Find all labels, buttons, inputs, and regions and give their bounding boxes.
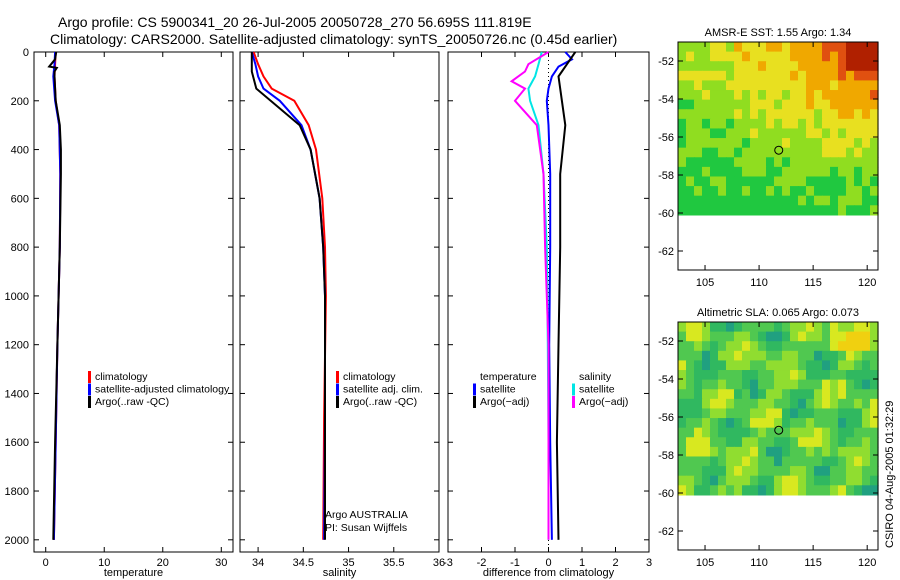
temperature-series-argo-raw-qc- [47,51,62,540]
diff-sal-legend-swatch [572,396,575,408]
sst_map-ytick-label: -58 [658,170,674,182]
temperature-xtick-label: 20 [157,557,169,569]
sla_map-ytick-label: -56 [658,412,674,424]
diff-temp-legend-label: temperature [480,371,537,383]
difference-xtick-label: -2 [477,557,487,569]
depth-tick-label: 600 [11,193,29,205]
depth-tick-label: 1800 [5,486,29,498]
sst_map-ytick-label: -52 [658,56,674,68]
difference-xtick-label: -1 [510,557,520,569]
depth-tick-label: 800 [11,242,29,254]
temperature-legend-label: climatology [95,371,148,383]
sla_map-ytick-label: -54 [658,374,674,386]
difference-series-salinity-argo-adj- [509,51,550,540]
temperature-legend-label: Argo(..raw -QC) [95,396,169,408]
sla_map-argo-marker [774,425,784,435]
depth-tick-label: 1600 [5,437,29,449]
difference-xtick-label: 2 [612,557,618,569]
diff-sal-legend-swatch [572,383,575,396]
difference-xtick-label: 0 [545,557,551,569]
depth-tick-label: 200 [11,96,29,108]
temperature-legend-swatch [88,383,91,396]
temperature-xtick-label: 0 [43,557,49,569]
title-line-2: Climatology: CARS2000. Satellite-adjuste… [50,31,618,47]
salinity-plot-frame [239,51,440,553]
depth-tick-label: 1200 [5,340,29,352]
salinity-series-climatology [252,51,327,540]
sla_map-ytick-label: -62 [658,526,674,538]
sst_map-ytick-label: -56 [658,132,674,144]
salinity-legend-label: Argo(..raw -QC) [343,396,417,408]
sst_map-title: AMSR-E SST: 1.55 Argo: 1.34 [705,27,852,39]
temperature-legend-swatch [88,396,91,408]
sst_map-frame [677,41,879,271]
float-agency-label: Argo AUSTRALIA [325,509,408,521]
title-line-1: Argo profile: CS 5900341_20 26-Jul-2005 … [58,14,532,30]
sla_map-xtick-label: 115 [804,557,822,569]
sla_map-xtick-label: 110 [750,557,768,569]
depth-tick-label: 0 [23,47,29,59]
sst_map-xtick-label: 120 [858,277,876,289]
sla_map-xtick-label: 120 [858,557,876,569]
difference-series-temperature-argo-adj- [555,51,577,540]
diff-temp-legend-label: satellite [480,384,516,396]
temperature-xtick-label: 30 [215,557,227,569]
diff-sal-legend-label: salinity [579,371,612,383]
depth-tick-label: 400 [11,145,29,157]
difference-xtick-label: -3 [443,557,453,569]
sst_map-xtick-label: 105 [696,277,714,289]
salinity-xtick-label: 35.5 [383,557,404,569]
sst_map-xtick-label: 110 [750,277,768,289]
salinity-legend-swatch [336,396,339,408]
difference-axis-label: difference from climatology [483,567,615,579]
sst_map-ytick-label: -60 [658,208,674,220]
salinity-legend-label: climatology [343,371,396,383]
difference-xtick-label: 3 [646,557,652,569]
sst_map-xtick-label: 115 [804,277,822,289]
salinity-legend-swatch [336,383,339,396]
salinity-series-argo-raw-qc- [250,52,326,540]
diff-sal-legend-label: satellite [579,384,615,396]
salinity-xtick-label: 34 [252,557,264,569]
salinity-series-satellite-adj-clim- [250,51,326,540]
diff-sal-legend-label: Argo(−adj) [579,396,628,408]
sla_map-title: Altimetric SLA: 0.065 Argo: 0.073 [697,307,859,319]
salinity-legend-label: satellite adj. clim. [343,384,423,396]
depth-tick-label: 2000 [5,535,29,547]
sst_map-heatmap-cells [678,42,879,216]
sla_map-frame [677,321,879,551]
temperature-legend-swatch [88,371,91,383]
sla_map-xtick-label: 105 [696,557,714,569]
diff-temp-legend-swatch [473,383,476,396]
sst_map-ytick-label: -62 [658,246,674,258]
diff-temp-legend-swatch [473,396,476,408]
salinity-axis-label: salinity [323,567,357,579]
salinity-xtick-label: 34.5 [293,557,314,569]
sla_map-ytick-label: -58 [658,450,674,462]
sst_map-ytick-label: -54 [658,94,674,106]
depth-tick-label: 1400 [5,388,29,400]
salinity-legend-swatch [336,371,339,383]
float-pi-label: PI: Susan Wijffels [325,522,407,534]
temperature-legend-label: satellite-adjusted climatology [95,384,230,396]
sla_map-ytick-label: -60 [658,488,674,500]
temperature-axis-label: temperature [104,567,163,579]
sst_map-argo-marker [774,145,784,155]
sla_map-heatmap-cells [678,322,879,496]
temperature-xtick-label: 10 [98,557,110,569]
sla_map-ytick-label: -52 [658,336,674,348]
temperature-plot-frame [33,51,234,553]
salinity-xtick-label: 35 [342,557,354,569]
diff-temp-legend-label: Argo(−adj) [480,396,529,408]
depth-tick-label: 1000 [5,291,29,303]
difference-series-salinity-satellite [527,51,550,540]
salinity-xtick-label: 36 [433,557,445,569]
difference-xtick-label: 1 [579,557,585,569]
